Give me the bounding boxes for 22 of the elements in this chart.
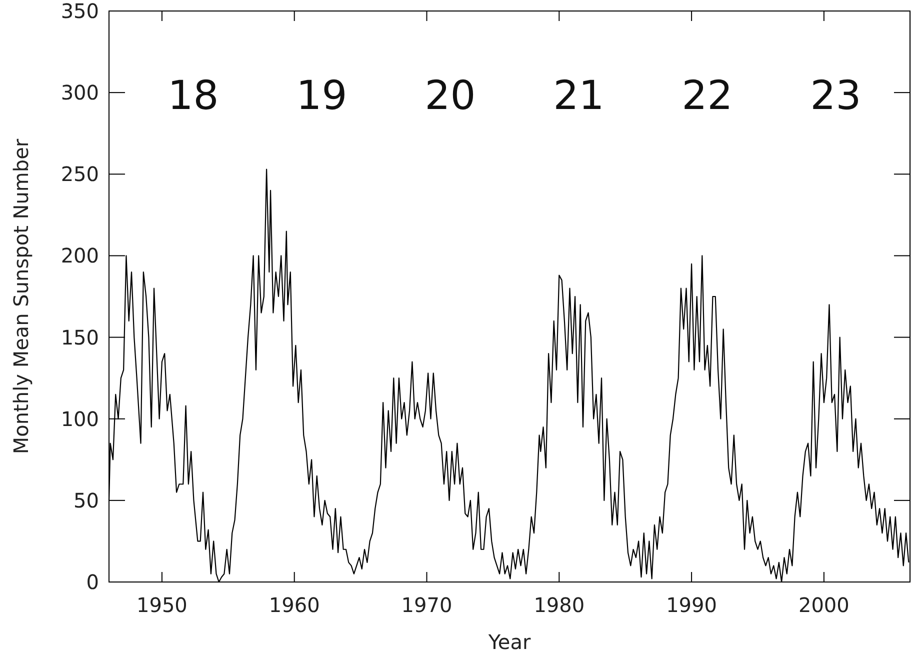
x-tick-label: 1970 xyxy=(401,593,452,617)
y-tick-label: 200 xyxy=(60,244,99,268)
annotation: 22 xyxy=(682,73,733,119)
y-tick-label: 0 xyxy=(86,570,99,594)
annotation: 23 xyxy=(810,73,862,119)
annotation: 19 xyxy=(296,73,348,119)
y-tick-label: 50 xyxy=(74,488,99,512)
annotation: 20 xyxy=(424,73,476,119)
y-tick-label: 350 xyxy=(60,0,99,23)
x-tick-label: 2000 xyxy=(798,593,850,617)
annotation: 21 xyxy=(553,73,604,119)
x-tick-label: 1950 xyxy=(136,593,188,617)
y-axis-title: Monthly Mean Sunspot Number xyxy=(9,138,33,454)
x-tick-label: 1960 xyxy=(268,593,320,617)
y-tick-label: 250 xyxy=(60,162,99,186)
y-tick-label: 100 xyxy=(60,406,99,431)
x-tick-label: 1990 xyxy=(666,593,717,617)
y-tick-label: 300 xyxy=(60,80,99,105)
y-tick-label: 150 xyxy=(60,325,99,350)
x-axis-title: Year xyxy=(487,630,532,654)
annotation: 18 xyxy=(168,73,219,119)
x-tick-label: 1980 xyxy=(534,593,585,617)
